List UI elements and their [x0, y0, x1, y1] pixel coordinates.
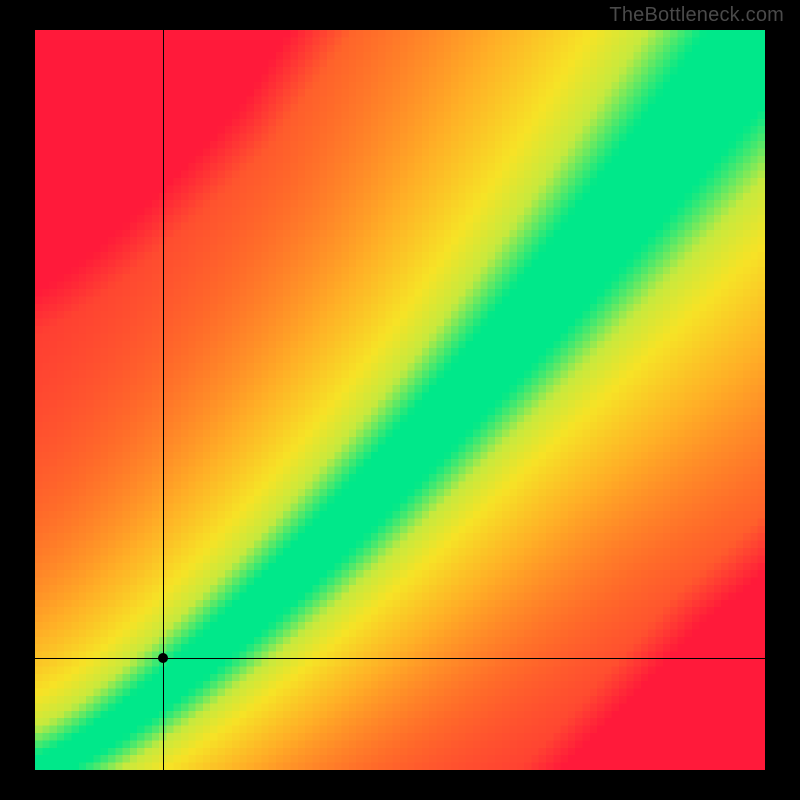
watermark-text: TheBottleneck.com	[609, 4, 784, 27]
bottleneck-heatmap-plot	[35, 30, 765, 770]
crosshair-horizontal	[35, 658, 765, 659]
heatmap-canvas	[35, 30, 765, 770]
data-point-marker	[158, 653, 168, 663]
